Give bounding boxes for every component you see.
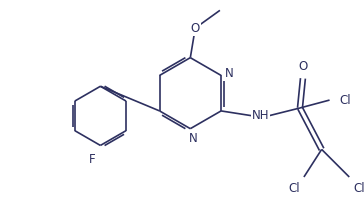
Text: Cl: Cl — [288, 182, 300, 195]
Text: O: O — [191, 22, 200, 35]
Text: N: N — [225, 67, 233, 80]
Text: N: N — [189, 132, 198, 145]
Text: O: O — [298, 60, 308, 73]
Text: F: F — [89, 153, 96, 166]
Text: NH: NH — [252, 109, 269, 122]
Text: Cl: Cl — [353, 182, 364, 195]
Text: Cl: Cl — [340, 93, 351, 107]
